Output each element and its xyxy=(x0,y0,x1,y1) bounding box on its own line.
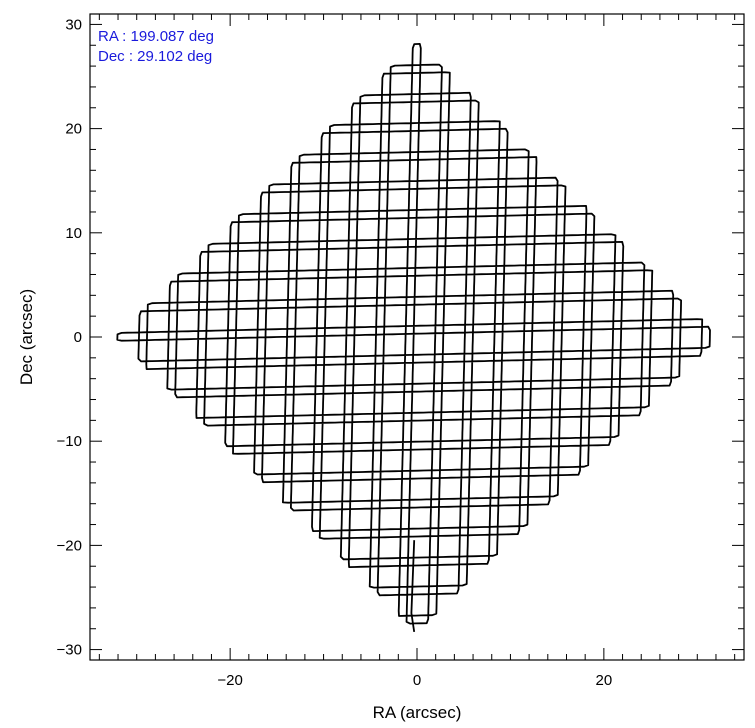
y-tick-label: 10 xyxy=(65,225,82,242)
plot-frame xyxy=(89,13,745,661)
annotation-ra: RA : 199.087 deg xyxy=(98,28,214,45)
x-axis-title: RA (arcsec) xyxy=(373,703,462,722)
axis-ticks xyxy=(90,14,744,660)
y-tick-label: 30 xyxy=(65,16,82,33)
y-tick-label: −10 xyxy=(57,433,82,450)
x-tick-label: 20 xyxy=(596,672,613,689)
tick-labels: −20 0 20 −30 −20 −10 0 10 20 30 xyxy=(57,16,613,689)
x-tick-label: −20 xyxy=(217,672,242,689)
annotation-dec: Dec : 29.102 deg xyxy=(98,48,212,65)
y-axis-title: Dec (arcsec) xyxy=(17,289,36,385)
y-tick-label: −20 xyxy=(57,537,82,554)
y-tick-label: 20 xyxy=(65,121,82,138)
y-tick-label: 0 xyxy=(74,329,82,346)
y-tick-label: −30 xyxy=(57,642,82,659)
scan-pattern xyxy=(116,43,711,633)
x-tick-label: 0 xyxy=(413,672,421,689)
scan-start-segment xyxy=(410,540,416,633)
scan-trace xyxy=(116,43,711,625)
